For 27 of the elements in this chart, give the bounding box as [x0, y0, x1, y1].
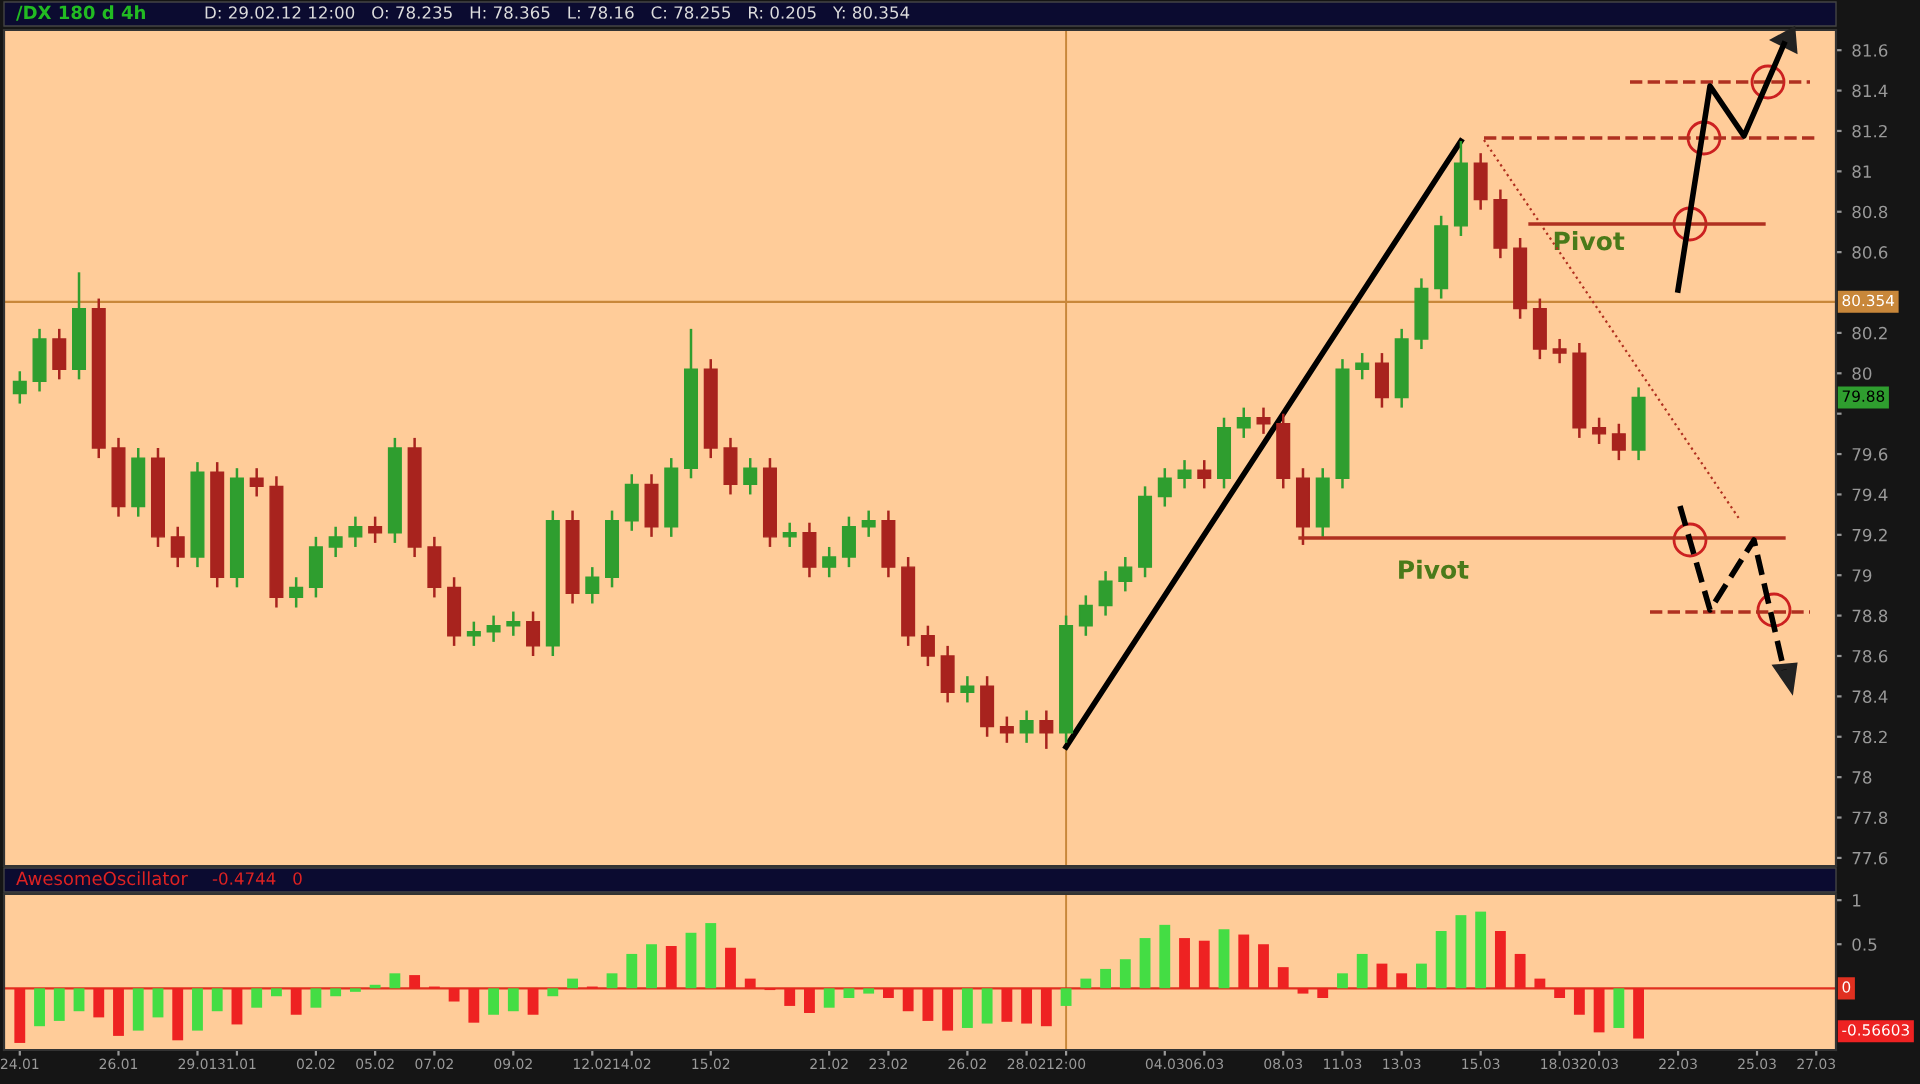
- y-tick-label: 1: [1853, 894, 1861, 907]
- chart-title: AwesomeOscillator: [16, 871, 188, 886]
- y-tick-label: 78: [1852, 771, 1872, 784]
- y-tick-label: 80.8: [1852, 205, 1888, 219]
- y-tick-label: 79.4: [1852, 488, 1888, 502]
- y-tick-label: 80: [1852, 367, 1872, 380]
- y-tick-label: 78.2: [1852, 730, 1887, 744]
- y-tick-label: 81.6: [1852, 44, 1888, 57]
- annotation: Pivot: [1399, 559, 1469, 579]
- chart-title: /DX 180 d 4h: [16, 5, 145, 21]
- y-tick-label: 79.2: [1852, 528, 1887, 542]
- annotation: Pivot: [1554, 231, 1625, 251]
- y-tick-label: 0.5: [1852, 938, 1877, 951]
- y-tick-label: 79.6: [1852, 448, 1888, 461]
- y-tick-label: 77.8: [1852, 811, 1888, 825]
- y-tick-label: 81.2: [1852, 124, 1887, 138]
- y-tick-label: 78.6: [1852, 649, 1888, 663]
- y-tick-label: 78.8: [1852, 609, 1888, 623]
- chart-subtitle: D: 29.02.12 12:00 O: 78.235 H: 78.365 L: 78.16 C: 78.255 R: 0.205 Y: 80.354: [205, 6, 910, 19]
- y-tick-label: 81.4: [1852, 84, 1888, 98]
- y-tick-label: 78.4: [1852, 690, 1888, 703]
- y-tick-label: 79: [1852, 569, 1872, 582]
- y-tick-label: 81: [1852, 165, 1871, 178]
- y-tick-label: 80.6: [1852, 246, 1888, 259]
- chart-subtitle: -0.4744 0: [212, 872, 302, 885]
- y-tick-label: 77.6: [1852, 851, 1888, 865]
- y-tick-label: 80.2: [1852, 326, 1887, 340]
